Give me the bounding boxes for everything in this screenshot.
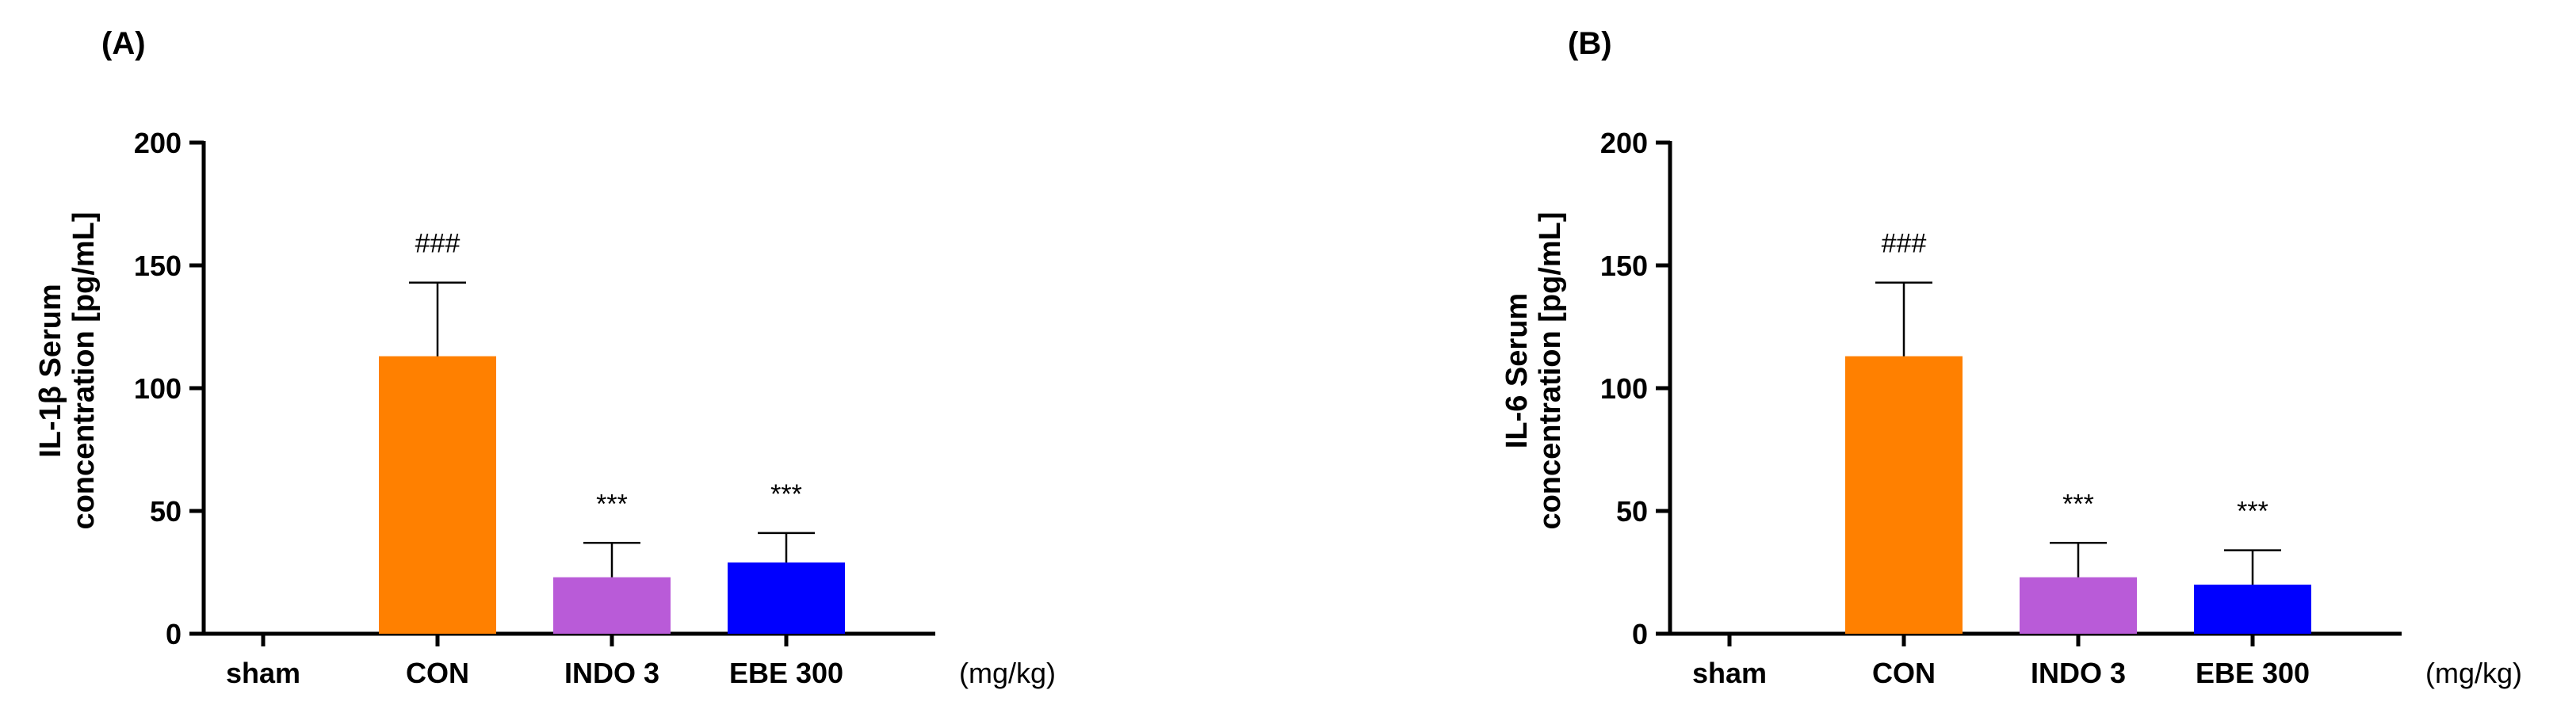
y-tick-label: 0 [1632,618,1648,650]
y-axis-title-line2: concentration [pg/mL] [1534,212,1567,529]
panel-label: (B) [1568,26,1612,61]
x-category-label: sham [226,657,300,689]
bar [553,577,671,634]
y-tick-label: 200 [134,127,182,159]
y-tick-label: 150 [1600,250,1648,282]
y-tick-label: 50 [150,495,182,528]
plot-area: 0 50 100 150 200 sham CON ### INDO 3 *** EBE 300 **… [1600,127,2402,689]
x-category-label: sham [1692,657,1767,689]
y-tick-label: 50 [1616,495,1648,528]
panel-label: (A) [101,26,146,61]
y-axis-title-line2: concentration [pg/mL] [67,212,101,529]
significance-annotation: *** [596,489,628,519]
bar [379,356,496,634]
significance-annotation: *** [770,479,802,509]
x-category-label: EBE 300 [2196,657,2310,689]
x-category-label: EBE 300 [729,657,843,689]
y-tick-label: 100 [1600,372,1648,405]
significance-annotation: ### [415,229,461,259]
y-axis-title-line1: IL-6 Serum [1500,293,1534,448]
significance-annotation: *** [2062,489,2094,519]
bar [1845,356,1963,634]
y-tick-label: 200 [1600,127,1648,159]
y-tick-label: 100 [134,372,182,405]
bar [728,562,845,634]
bar [2020,577,2137,634]
x-category-label: INDO 3 [2031,657,2126,689]
x-category-label: CON [406,657,469,689]
x-unit-label: (mg/kg) [959,657,1056,689]
y-tick-label: 0 [166,618,182,650]
y-tick-label: 150 [134,250,182,282]
x-category-label: CON [1872,657,1936,689]
bar-chart-a: (A) IL-1β Serum concentration [pg/mL] (m… [34,26,1056,689]
x-category-label: INDO 3 [564,657,659,689]
bar [2194,585,2311,634]
plot-area: 0 50 100 150 200 sham CON ### INDO 3 *** EBE 300 **… [134,127,935,689]
y-axis-title-line1: IL-1β Serum [34,284,67,458]
bar-chart-b: (B) IL-6 Serum concentration [pg/mL] (mg… [1500,26,2522,689]
chart-panel-b: (B) IL-6 Serum concentration [pg/mL] (mg… [1466,0,2576,709]
chart-panel-a: (A) IL-1β Serum concentration [pg/mL] (m… [34,26,1056,689]
x-unit-label: (mg/kg) [2425,657,2522,689]
significance-annotation: ### [1882,229,1927,259]
significance-annotation: *** [2237,497,2268,527]
